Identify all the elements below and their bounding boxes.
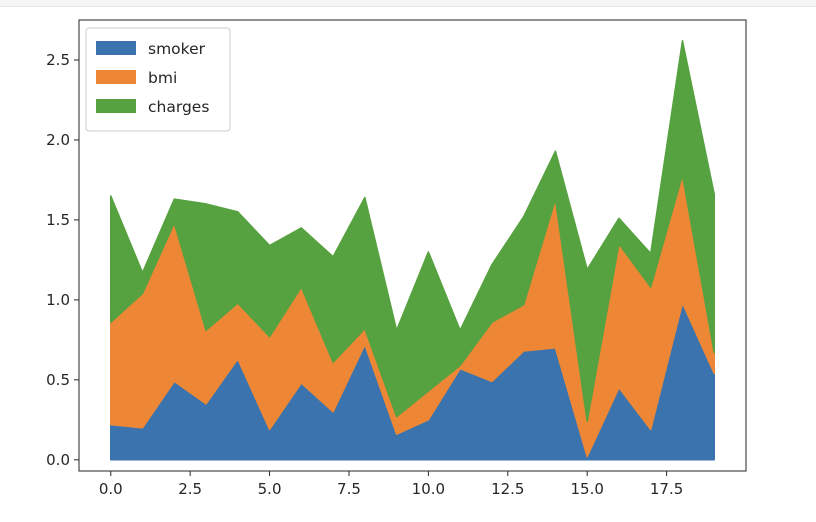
legend-label-charges: charges [148,98,209,116]
x-tick-label: 0.0 [99,480,123,498]
notebook-top-bar [0,0,816,7]
y-tick-label: 1.5 [46,211,70,229]
y-axis: 0.0 0.5 1.0 1.5 2.0 2.5 [46,51,79,469]
y-tick-label: 0.0 [46,451,70,469]
legend-swatch-charges [96,99,136,113]
legend: smoker bmi charges [85,27,231,132]
x-tick-label: 17.5 [650,480,683,498]
x-tick-label: 15.0 [570,480,603,498]
x-axis: 0.0 2.5 5.0 7.5 10.0 12.5 15.0 17.5 [99,471,683,498]
legend-swatch-bmi [96,70,136,84]
x-tick-label: 5.0 [258,480,282,498]
x-tick-label: 2.5 [178,480,202,498]
area-charges [110,40,715,423]
legend-label-bmi: bmi [148,69,177,87]
plot-frame [78,19,747,472]
y-tick-label: 2.5 [46,51,70,69]
y-tick-label: 1.0 [46,291,70,309]
x-tick-label: 10.0 [412,480,445,498]
x-tick-label: 7.5 [337,480,361,498]
y-tick-label: 2.0 [46,131,70,149]
x-tick-label: 12.5 [491,480,524,498]
legend-swatch-smoker [96,41,136,55]
legend-label-smoker: smoker [148,40,206,58]
y-tick-label: 0.5 [46,371,70,389]
area-layers [110,40,715,461]
